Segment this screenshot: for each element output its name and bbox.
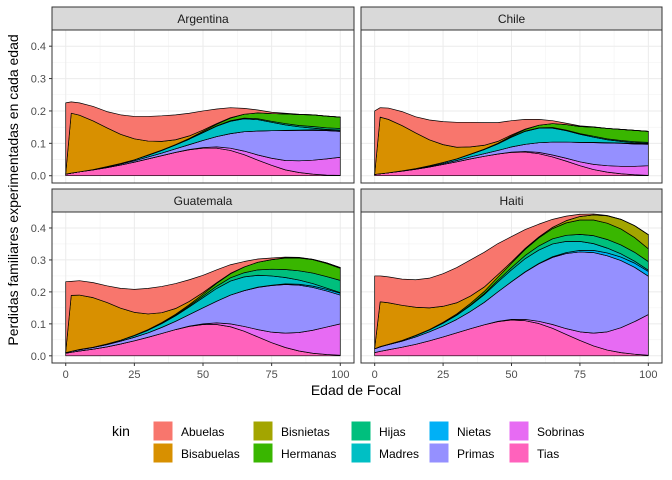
legend-key-tias — [508, 442, 530, 464]
x-tick-label: 0 — [372, 369, 378, 381]
legend-label-nietas: Nietas — [457, 425, 491, 439]
legend-label-primas: Primas — [457, 447, 494, 461]
y-tick-label: 0.4 — [31, 41, 46, 53]
legend-title: kin — [112, 423, 130, 439]
y-tick-label: 0.0 — [31, 171, 46, 183]
facet-panel-guatemala: Guatemala — [51, 188, 355, 364]
x-tick-label: 100 — [331, 369, 349, 381]
x-tick-label: 50 — [197, 369, 209, 381]
area-abuelas — [374, 107, 649, 175]
legend-label-tias: Tias — [537, 447, 559, 461]
y-tick-label: 0.1 — [31, 138, 46, 150]
facet-strip-label: Argentina — [177, 12, 229, 26]
y-tick-label: 0.3 — [31, 74, 46, 86]
x-tick-label: 50 — [505, 369, 517, 381]
facet-panel-chile: Chile — [360, 6, 663, 184]
y-tick-label: 0.0 — [31, 351, 46, 363]
y-tick-label: 0.2 — [31, 106, 46, 118]
x-tick-label: 100 — [639, 369, 657, 381]
x-tick-label: 75 — [574, 369, 586, 381]
x-tick-label: 25 — [437, 369, 449, 381]
x-axis: 0 25 50 75 100 0 25 50 75 100 — [63, 363, 657, 381]
panel-border — [360, 29, 663, 184]
facet-strip-label: Haiti — [499, 194, 523, 208]
facet-panel-argentina: Argentina — [51, 6, 355, 184]
area-abuelas — [65, 101, 341, 174]
facet-panels: Argentina Chile Guatemala Haiti — [51, 6, 663, 364]
y-axis-title: Perdidas familiares experimentadas en ca… — [5, 34, 21, 345]
legend: kin Abuelas Bisabuelas Bisnietas Hermanas Hi… — [112, 420, 584, 464]
legend-key-bisabuelas — [152, 442, 174, 464]
legend-key-abuelas — [152, 420, 174, 442]
legend-key-madres — [350, 442, 372, 464]
y-tick-label: 0.3 — [31, 255, 46, 267]
y-tick-label: 0.2 — [31, 287, 46, 299]
facet-panel-haiti: Haiti — [360, 188, 663, 364]
y-tick-label: 0.4 — [31, 223, 46, 235]
y-tick-label: 0.1 — [31, 319, 46, 331]
x-tick-label: 0 — [63, 369, 69, 381]
legend-label-hijas: Hijas — [379, 425, 406, 439]
legend-label-hermanas: Hermanas — [281, 447, 336, 461]
legend-key-bisnietas — [252, 420, 274, 442]
area-abuelas — [65, 256, 341, 353]
x-tick-label: 75 — [266, 369, 278, 381]
legend-key-hermanas — [252, 442, 274, 464]
legend-label-sobrinas: Sobrinas — [537, 425, 584, 439]
legend-label-abuelas: Abuelas — [181, 425, 224, 439]
legend-label-bisabuelas: Bisabuelas — [181, 447, 240, 461]
legend-key-nietas — [428, 420, 450, 442]
area-abuelas — [374, 213, 649, 349]
x-tick-label: 25 — [128, 369, 140, 381]
panel-border — [51, 29, 355, 184]
x-axis-title: Edad de Focal — [311, 382, 401, 398]
legend-key-primas — [428, 442, 450, 464]
legend-key-sobrinas — [508, 420, 530, 442]
facet-strip-label: Chile — [498, 12, 526, 26]
facet-strip-label: Guatemala — [174, 194, 233, 208]
y-axis: 0.0 0.1 0.2 0.3 0.4 0.0 0.1 0.2 0.3 0.4 — [31, 41, 52, 363]
legend-key-hijas — [350, 420, 372, 442]
legend-label-madres: Madres — [379, 447, 419, 461]
legend-label-bisnietas: Bisnietas — [281, 425, 330, 439]
